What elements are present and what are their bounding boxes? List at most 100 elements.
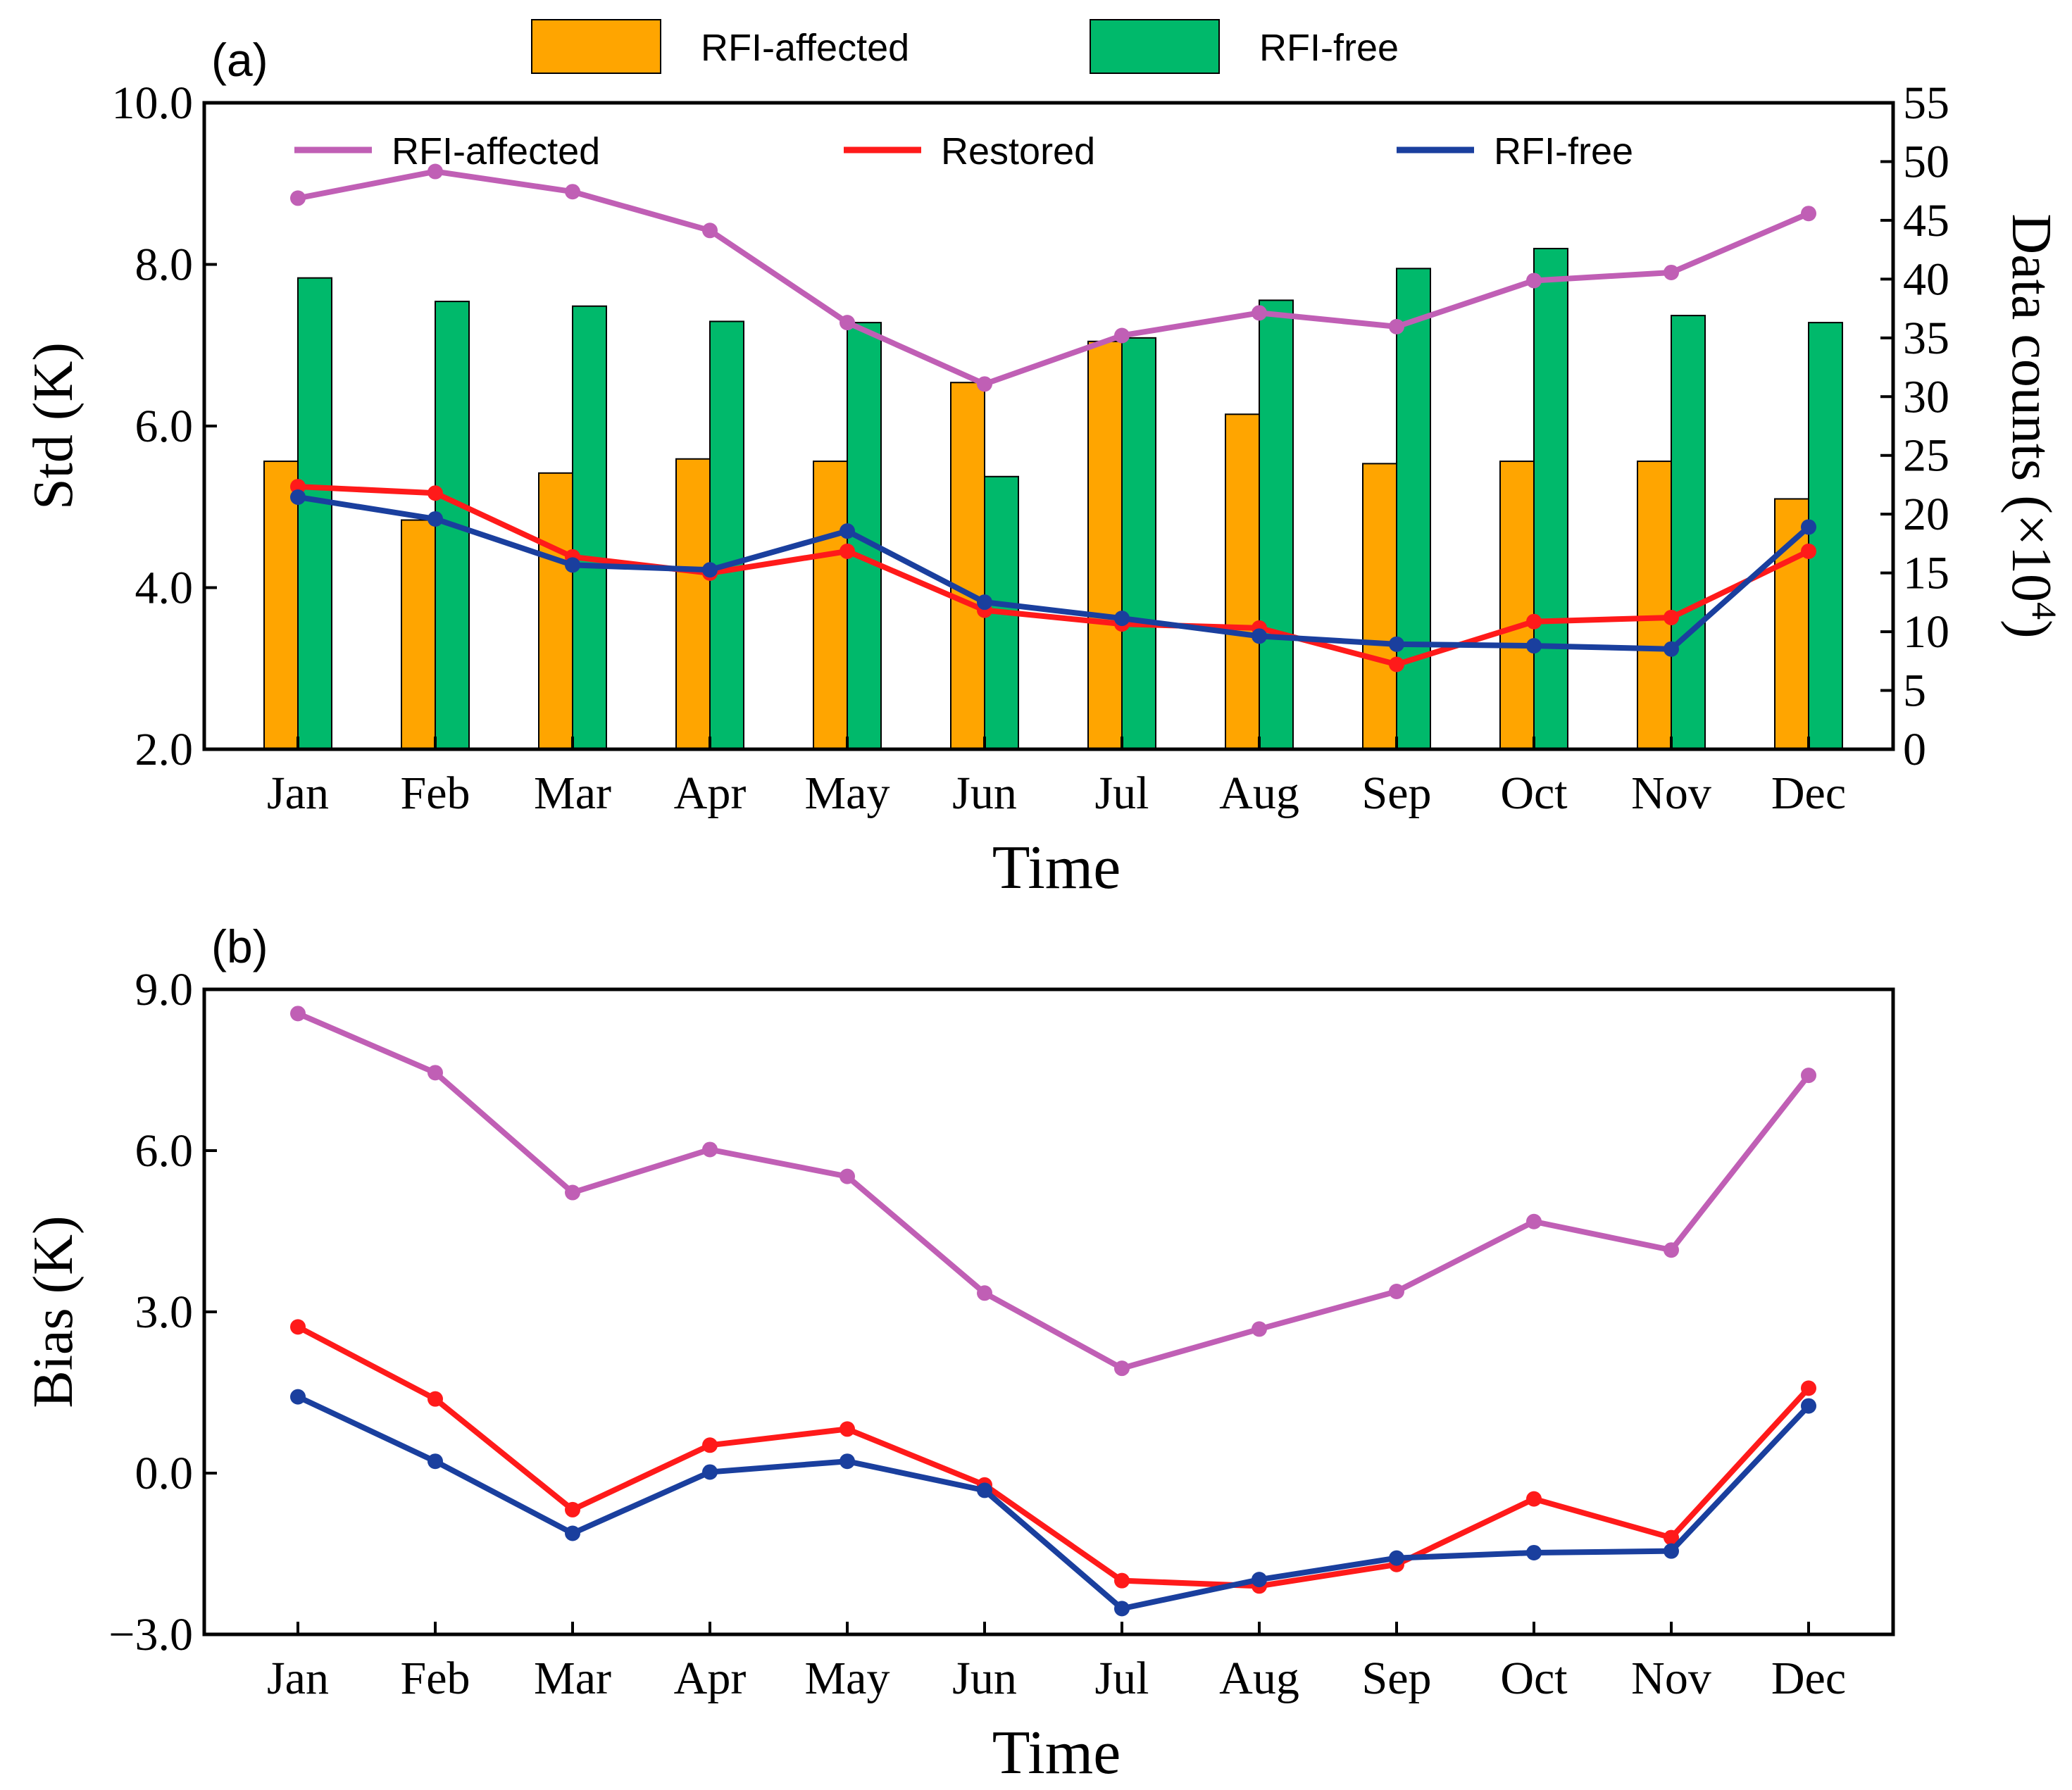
point-rfi-free-jan	[290, 489, 306, 505]
y-right-tick-label: 35	[1903, 313, 1949, 364]
y-right-tick-label: 5	[1903, 665, 1926, 717]
point-rfi-free-aug	[1252, 628, 1267, 644]
y-tick-label: 10.0	[112, 77, 194, 129]
x-tick-label: Apr	[674, 1653, 747, 1704]
point-restored-dec	[1801, 543, 1816, 559]
x-tick-label: Aug	[1219, 768, 1299, 819]
point-restored-may	[840, 543, 855, 559]
line-rfi-affected	[297, 1010, 1811, 1372]
point-rfi-free-jul	[1114, 1601, 1130, 1617]
y-tick-label: 6.0	[135, 401, 194, 452]
point-rfi-affected-oct	[1526, 273, 1542, 289]
y-right-title-exponent: 4	[2025, 602, 2064, 620]
point-rfi-affected-jul	[1114, 1360, 1130, 1377]
point-rfi-free-sep	[1389, 1550, 1404, 1566]
x-tick-label: Nov	[1631, 768, 1711, 819]
y-tick-label: −3.0	[108, 1609, 193, 1660]
point-restored-nov	[1664, 609, 1679, 625]
point-rfi-free-dec	[1801, 1398, 1816, 1414]
point-rfi-free-may	[840, 1453, 855, 1470]
point-rfi-free-apr	[702, 562, 718, 578]
point-rfi-free-jun	[977, 1482, 992, 1498]
line-restored	[297, 1324, 1811, 1589]
point-rfi-free-jun	[977, 594, 992, 611]
y-right-tick-label: 0	[1903, 724, 1926, 775]
point-rfi-free-may	[840, 523, 855, 539]
x-tick-label: May	[805, 768, 890, 819]
bar-rfi-affected-aug	[1225, 413, 1260, 750]
x-tick-label: Dec	[1771, 1653, 1846, 1704]
point-rfi-free-feb	[427, 511, 443, 527]
point-rfi-affected-mar	[565, 1184, 580, 1201]
bar-rfi-affected-jan	[263, 461, 299, 751]
bar-rfi-affected-may	[813, 461, 848, 751]
point-restored-may	[840, 1421, 855, 1437]
bar-rfi-affected-nov	[1637, 461, 1672, 751]
x-tick-label: Feb	[401, 1653, 470, 1704]
x-tick-label: Mar	[534, 1653, 611, 1704]
point-rfi-free-jan	[290, 1389, 306, 1405]
point-rfi-affected-sep	[1389, 1283, 1404, 1299]
panel-label: (b)	[211, 920, 268, 972]
point-restored-oct	[1526, 1491, 1542, 1507]
bar-rfi-free-oct	[1533, 247, 1568, 750]
x-axis-title: Time	[992, 1719, 1121, 1787]
point-rfi-affected-jul	[1114, 327, 1130, 344]
point-rfi-free-oct	[1526, 638, 1542, 654]
point-restored-feb	[427, 485, 443, 501]
line-rfi-free	[297, 1394, 1811, 1612]
point-rfi-free-dec	[1801, 519, 1816, 535]
point-rfi-free-mar	[565, 1525, 580, 1541]
bar-rfi-affected-oct	[1499, 461, 1535, 751]
y-right-tick-label: 45	[1903, 195, 1949, 246]
point-rfi-affected-jan	[290, 1006, 306, 1022]
x-tick-label: Jul	[1094, 768, 1149, 819]
y-right-tick-label: 30	[1903, 371, 1949, 423]
x-tick-label: Jun	[952, 1653, 1017, 1704]
point-rfi-affected-mar	[565, 184, 580, 200]
point-rfi-affected-dec	[1801, 206, 1816, 222]
bar-rfi-affected-feb	[401, 519, 436, 750]
line-rfi-affected	[297, 168, 1810, 387]
x-tick-label: Jun	[952, 768, 1017, 819]
legend-label-bar-rfi-free: RFI-free	[1259, 27, 1399, 69]
point-rfi-affected-aug	[1252, 1321, 1267, 1337]
legend-label-line-rfi-affected: RFI-affected	[392, 130, 600, 173]
bar-rfi-free-nov	[1671, 315, 1706, 750]
point-rfi-affected-may	[840, 1168, 855, 1184]
bar-rfi-free-dec	[1808, 322, 1843, 750]
y-right-tick-label: 10	[1903, 606, 1949, 658]
point-rfi-free-sep	[1389, 636, 1404, 652]
point-rfi-affected-jun	[977, 376, 992, 392]
point-restored-dec	[1801, 1380, 1816, 1396]
y-tick-label: 0.0	[135, 1448, 194, 1499]
bar-rfi-affected-jun	[950, 382, 985, 750]
y-right-tick-label: 20	[1903, 489, 1949, 540]
point-rfi-free-aug	[1252, 1572, 1267, 1588]
point-rfi-affected-apr	[702, 1141, 718, 1158]
bar-rfi-affected-mar	[538, 472, 573, 750]
y-right-title-close: )	[2000, 620, 2062, 639]
y-right-tick-label: 40	[1903, 254, 1949, 305]
y-right-title-main: Data counts (×10	[2000, 213, 2062, 602]
point-rfi-affected-may	[840, 315, 855, 331]
bar-rfi-free-aug	[1259, 299, 1294, 750]
point-restored-apr	[702, 1437, 718, 1453]
x-tick-label: Nov	[1631, 1653, 1711, 1704]
point-restored-nov	[1664, 1529, 1679, 1546]
panel-b: −3.0 0.0 3.0 6.0 9.0 Jan Feb Mar Apr May Jun Jul Aug…	[23, 920, 1895, 1787]
point-restored-jan	[290, 1319, 306, 1335]
point-restored-oct	[1526, 613, 1542, 630]
point-rfi-free-feb	[427, 1453, 443, 1470]
point-rfi-free-nov	[1664, 1543, 1679, 1559]
line-restored	[297, 484, 1810, 668]
point-restored-mar	[565, 1501, 580, 1517]
point-restored-jul	[1114, 1572, 1130, 1589]
bar-rfi-affected-apr	[675, 458, 711, 750]
point-restored-feb	[427, 1391, 443, 1407]
point-rfi-affected-feb	[427, 163, 443, 180]
bar-rfi-affected-jul	[1087, 340, 1123, 750]
point-rfi-free-jul	[1114, 611, 1130, 627]
bar-rfi-free-mar	[572, 305, 607, 750]
